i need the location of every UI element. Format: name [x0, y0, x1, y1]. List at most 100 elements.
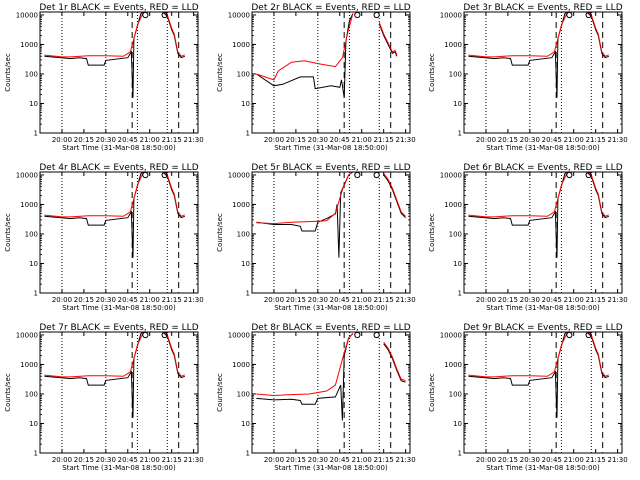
y-tick-label: 1000	[232, 361, 250, 369]
chart-panel-1: Det 1r BLACK = Events, RED = LLD 1 10 100 10…	[4, 3, 204, 152]
x-tick-label: 20:30	[520, 296, 540, 304]
y-axis-label: Counts/sec	[428, 213, 436, 252]
x-tick-label: 21:00	[564, 136, 584, 144]
saturation-marker	[566, 331, 573, 339]
events-series-line-after	[162, 12, 185, 59]
events-series-line-after	[586, 172, 609, 219]
chart-title: Det 3r BLACK = Events, RED = LLD	[463, 3, 622, 13]
y-tick-label: 1	[458, 130, 462, 138]
x-tick-label: 20:00	[264, 296, 284, 304]
y-axis-label: Counts/sec	[428, 53, 436, 92]
x-tick-label: 20:45	[330, 136, 350, 144]
lld-series-line	[44, 172, 145, 218]
y-tick-label: 100	[449, 390, 462, 398]
y-axis-label: Counts/sec	[4, 53, 12, 92]
x-tick-label: 21:00	[140, 456, 160, 464]
lld-series-line	[256, 13, 354, 81]
y-tick-label: 1	[34, 290, 38, 298]
lld-series-line	[468, 332, 569, 378]
x-tick-label: 21:30	[184, 456, 204, 464]
lld-series-line	[44, 332, 145, 378]
events-series-line	[256, 172, 354, 258]
x-tick-label: 20:00	[52, 456, 72, 464]
x-axis-label: Start Time (31-Mar-08 18:50:00)	[274, 144, 388, 152]
y-tick-label: 10000	[16, 331, 38, 339]
plot-frame	[39, 331, 199, 454]
x-tick-label: 21:00	[352, 456, 372, 464]
y-tick-label: 10	[241, 100, 250, 108]
events-series-line	[44, 332, 144, 418]
saturation-marker	[373, 171, 380, 179]
plot-frame	[463, 11, 623, 134]
y-tick-label: 1	[246, 290, 250, 298]
x-tick-label: 20:15	[74, 296, 94, 304]
events-series-line	[256, 333, 354, 421]
y-tick-label: 10	[453, 260, 462, 268]
x-tick-label: 20:30	[96, 296, 116, 304]
plot-frame	[463, 171, 623, 294]
plot-frame	[251, 331, 411, 454]
events-series-line-after	[586, 12, 609, 59]
x-tick-label: 20:00	[264, 136, 284, 144]
x-tick-label: 20:30	[308, 136, 328, 144]
chart-panel-5: Det 5r BLACK = Events, RED = LLD 1 10 100 10…	[216, 163, 416, 312]
x-tick-label: 20:45	[542, 456, 562, 464]
y-tick-label: 1000	[444, 201, 462, 209]
saturation-marker	[142, 11, 149, 19]
chart-panel-2: Det 2r BLACK = Events, RED = LLD 1 10 100 10…	[216, 3, 416, 152]
y-tick-label: 10	[453, 420, 462, 428]
x-tick-label: 21:00	[564, 456, 584, 464]
events-series-line	[44, 12, 144, 98]
y-tick-label: 10000	[228, 331, 250, 339]
y-tick-label: 10000	[16, 171, 38, 179]
chart-title: Det 5r BLACK = Events, RED = LLD	[251, 163, 410, 173]
x-tick-label: 20:30	[96, 456, 116, 464]
x-tick-label: 21:15	[162, 456, 182, 464]
events-series-line-after	[378, 23, 398, 57]
y-axis-label: Counts/sec	[216, 53, 224, 92]
x-tick-label: 21:15	[374, 456, 394, 464]
x-tick-label: 20:30	[308, 456, 328, 464]
saturation-marker	[354, 171, 361, 179]
saturation-marker	[142, 331, 149, 339]
lld-series-line	[256, 333, 354, 397]
y-tick-label: 10000	[440, 11, 462, 19]
y-tick-label: 100	[25, 390, 38, 398]
x-tick-label: 20:00	[476, 296, 496, 304]
x-tick-label: 21:15	[162, 296, 182, 304]
lld-series-line-after	[383, 173, 406, 217]
x-axis-label: Start Time (31-Mar-08 18:50:00)	[62, 304, 176, 312]
chart-panel-4: Det 4r BLACK = Events, RED = LLD 1 10 100 10…	[4, 163, 204, 312]
x-axis-label: Start Time (31-Mar-08 18:50:00)	[274, 464, 388, 472]
y-tick-label: 10	[241, 420, 250, 428]
y-axis-label: Counts/sec	[4, 373, 12, 412]
x-axis-label: Start Time (31-Mar-08 18:50:00)	[486, 144, 600, 152]
x-tick-label: 21:30	[608, 136, 628, 144]
events-series-line	[44, 172, 144, 258]
x-tick-label: 20:45	[118, 296, 138, 304]
y-tick-label: 10000	[440, 171, 462, 179]
lld-series-line	[256, 172, 354, 225]
x-tick-label: 20:15	[498, 456, 518, 464]
y-tick-label: 100	[449, 230, 462, 238]
events-series-line	[468, 172, 568, 258]
x-axis-label: Start Time (31-Mar-08 18:50:00)	[62, 464, 176, 472]
x-tick-label: 20:00	[476, 456, 496, 464]
x-tick-label: 21:00	[140, 296, 160, 304]
y-tick-label: 1000	[20, 201, 38, 209]
y-tick-label: 100	[25, 70, 38, 78]
saturation-marker	[354, 331, 361, 339]
y-tick-label: 1	[34, 130, 38, 138]
x-tick-label: 20:15	[498, 296, 518, 304]
x-tick-label: 21:15	[586, 136, 606, 144]
y-tick-label: 10	[29, 420, 38, 428]
y-tick-label: 10000	[228, 11, 250, 19]
saturation-marker	[354, 11, 361, 19]
y-tick-label: 1000	[20, 361, 38, 369]
y-tick-label: 100	[237, 70, 250, 78]
y-tick-label: 100	[25, 230, 38, 238]
y-tick-label: 1000	[232, 201, 250, 209]
y-tick-label: 1000	[232, 41, 250, 49]
events-series-line	[468, 332, 568, 418]
